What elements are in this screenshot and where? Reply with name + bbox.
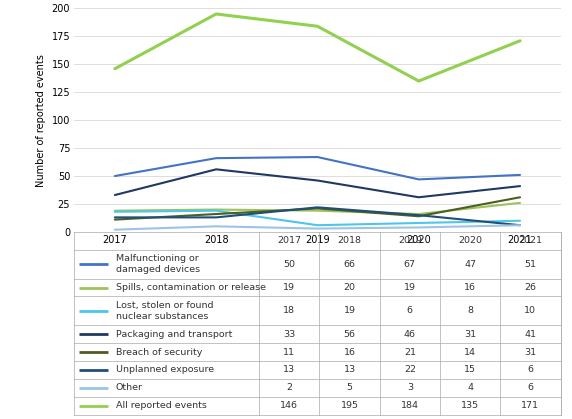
Text: 13: 13 (283, 365, 295, 375)
Text: 2018: 2018 (337, 236, 362, 246)
Text: 10: 10 (525, 306, 537, 316)
Text: 2017: 2017 (277, 236, 301, 246)
Text: 41: 41 (525, 330, 537, 339)
Text: 47: 47 (464, 260, 476, 269)
Text: 171: 171 (522, 401, 539, 410)
Text: 146: 146 (280, 401, 298, 410)
Text: 19: 19 (404, 283, 416, 292)
Text: 67: 67 (404, 260, 416, 269)
Text: 22: 22 (404, 365, 416, 375)
Text: 66: 66 (344, 260, 356, 269)
Text: 19: 19 (344, 306, 356, 316)
Text: Packaging and transport: Packaging and transport (116, 330, 232, 339)
Text: 16: 16 (464, 283, 476, 292)
Text: 3: 3 (407, 383, 413, 393)
Text: 18: 18 (283, 306, 295, 316)
Y-axis label: Number of reported events: Number of reported events (36, 54, 46, 186)
Text: 4: 4 (467, 383, 473, 393)
Text: 11: 11 (283, 347, 295, 357)
Text: 184: 184 (401, 401, 419, 410)
Text: 195: 195 (340, 401, 359, 410)
Text: 2021: 2021 (518, 236, 542, 246)
Text: Spills, contamination or release: Spills, contamination or release (116, 283, 265, 292)
Text: 51: 51 (525, 260, 537, 269)
Text: 21: 21 (404, 347, 416, 357)
Text: 16: 16 (344, 347, 356, 357)
Text: 14: 14 (464, 347, 476, 357)
Text: 2: 2 (286, 383, 292, 393)
Text: 19: 19 (283, 283, 295, 292)
Text: 31: 31 (525, 347, 537, 357)
Text: 56: 56 (344, 330, 356, 339)
Text: 5: 5 (347, 383, 352, 393)
Text: 135: 135 (461, 401, 479, 410)
Text: 33: 33 (283, 330, 295, 339)
Text: 13: 13 (344, 365, 356, 375)
Text: Breach of security: Breach of security (116, 347, 202, 357)
Text: 15: 15 (464, 365, 476, 375)
Text: 31: 31 (464, 330, 476, 339)
Text: Malfunctioning or
damaged devices: Malfunctioning or damaged devices (116, 254, 200, 274)
Text: 50: 50 (283, 260, 295, 269)
Text: Unplanned exposure: Unplanned exposure (116, 365, 214, 375)
Text: 2020: 2020 (458, 236, 482, 246)
Text: 6: 6 (527, 383, 534, 393)
Text: 2019: 2019 (398, 236, 422, 246)
Text: 46: 46 (404, 330, 416, 339)
Text: 26: 26 (525, 283, 537, 292)
Text: Lost, stolen or found
nuclear substances: Lost, stolen or found nuclear substances (116, 301, 213, 321)
Text: All reported events: All reported events (116, 401, 206, 410)
Text: 8: 8 (467, 306, 473, 316)
Text: 6: 6 (407, 306, 413, 316)
Text: Other: Other (116, 383, 142, 393)
Text: 20: 20 (344, 283, 356, 292)
Text: 6: 6 (527, 365, 534, 375)
